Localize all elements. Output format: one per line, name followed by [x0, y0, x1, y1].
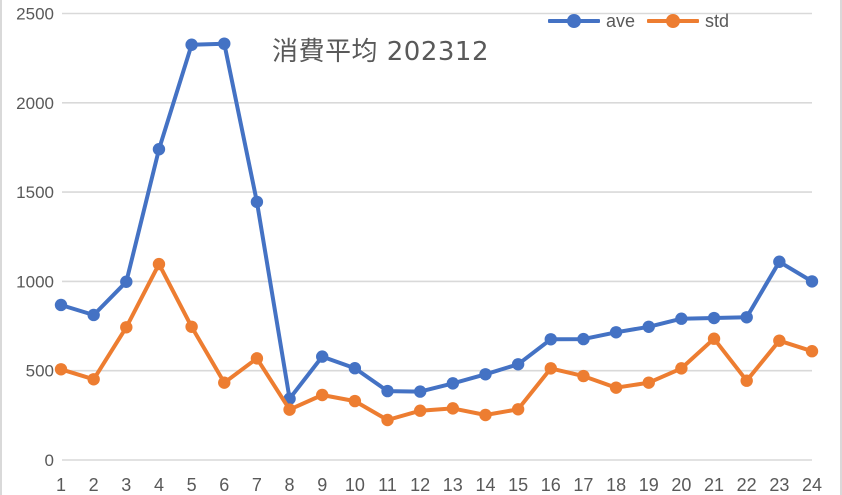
- x-tick-label: 13: [443, 475, 463, 495]
- series-line: [59, 262, 814, 422]
- x-tick-label: 7: [252, 475, 262, 495]
- data-point[interactable]: [740, 374, 753, 387]
- data-point[interactable]: [250, 352, 264, 365]
- gridlines: [62, 12, 812, 461]
- series-line: [59, 41, 814, 401]
- x-tick-label: 2: [89, 475, 99, 495]
- data-point[interactable]: [413, 404, 427, 417]
- data-point[interactable]: [805, 345, 819, 358]
- line-marker-icon: [647, 9, 700, 33]
- data-point[interactable]: [675, 362, 688, 375]
- x-tick-label: 1: [56, 475, 66, 495]
- data-point[interactable]: [218, 376, 231, 389]
- data-point[interactable]: [544, 362, 557, 375]
- x-tick-label: 24: [802, 475, 822, 495]
- data-point[interactable]: [577, 332, 590, 346]
- x-axis-labels: 1 2 3 4 5 6 7 8 9 10 11 12 13 14 15 16 17 18 19 20 21 22 23 24: [56, 475, 822, 495]
- data-point[interactable]: [707, 332, 721, 345]
- y-tick-label: 1000: [16, 272, 54, 291]
- legend-dot: [567, 14, 581, 28]
- x-tick-label: 21: [704, 475, 724, 495]
- x-tick-label: 20: [671, 475, 691, 495]
- series-ave[interactable]: [54, 37, 819, 405]
- data-point[interactable]: [642, 320, 655, 333]
- data-point[interactable]: [544, 333, 557, 346]
- data-point[interactable]: [218, 37, 231, 50]
- y-tick-label: 0: [45, 451, 54, 470]
- data-point[interactable]: [446, 377, 460, 390]
- y-tick-label: 500: [26, 362, 54, 381]
- x-tick-label: 10: [345, 475, 365, 495]
- data-point[interactable]: [511, 403, 525, 416]
- data-point[interactable]: [446, 402, 460, 415]
- data-point[interactable]: [250, 195, 264, 209]
- legend-item-std[interactable]: std: [647, 9, 729, 33]
- x-tick-label: 4: [154, 475, 164, 495]
- data-point[interactable]: [152, 143, 166, 156]
- x-tick-label: 3: [121, 475, 131, 495]
- x-tick-label: 19: [639, 475, 659, 495]
- data-point[interactable]: [511, 358, 525, 371]
- data-point[interactable]: [152, 257, 166, 271]
- x-tick-label: 17: [573, 475, 593, 495]
- data-point[interactable]: [805, 275, 819, 288]
- data-point[interactable]: [54, 363, 68, 376]
- legend: ave std: [548, 9, 741, 33]
- data-point[interactable]: [185, 320, 198, 333]
- data-point[interactable]: [120, 275, 133, 288]
- x-tick-label: 11: [378, 475, 397, 495]
- x-tick-label: 12: [410, 475, 430, 495]
- legend-label: std: [705, 11, 730, 31]
- data-point[interactable]: [381, 384, 394, 398]
- data-point[interactable]: [87, 308, 100, 322]
- data-point[interactable]: [609, 326, 623, 339]
- data-point[interactable]: [283, 403, 296, 416]
- data-point[interactable]: [577, 369, 590, 383]
- data-point[interactable]: [707, 311, 721, 325]
- data-point[interactable]: [740, 311, 753, 324]
- data-point[interactable]: [609, 381, 623, 394]
- data-point[interactable]: [675, 312, 688, 325]
- data-point[interactable]: [54, 298, 68, 312]
- x-tick-label: 16: [541, 475, 561, 495]
- data-point[interactable]: [316, 350, 329, 363]
- x-tick-label: 6: [219, 475, 229, 495]
- y-axis-labels: 0 500 1000 1500 2000 2500: [16, 5, 54, 471]
- x-tick-label: 18: [606, 475, 626, 495]
- line-marker-icon: [548, 9, 600, 33]
- y-tick-label: 2000: [16, 94, 54, 113]
- x-tick-label: 15: [508, 475, 528, 495]
- x-tick-label: 23: [769, 475, 789, 495]
- data-point[interactable]: [185, 38, 198, 51]
- y-tick-label: 1500: [16, 183, 54, 202]
- chart-title: 消費平均 202312: [272, 37, 490, 67]
- data-point[interactable]: [381, 413, 394, 427]
- data-point[interactable]: [348, 394, 362, 408]
- legend-dot: [666, 14, 681, 28]
- x-tick-label: 14: [475, 475, 495, 495]
- data-point[interactable]: [87, 373, 100, 386]
- data-point[interactable]: [773, 255, 786, 268]
- data-point[interactable]: [348, 361, 362, 375]
- legend-item-ave[interactable]: ave: [548, 9, 635, 33]
- data-point[interactable]: [316, 388, 329, 402]
- data-point[interactable]: [642, 376, 655, 389]
- data-point[interactable]: [479, 368, 492, 381]
- legend-label: ave: [606, 11, 636, 31]
- data-point[interactable]: [773, 334, 786, 347]
- y-tick-label: 2500: [16, 5, 54, 24]
- data-point[interactable]: [479, 408, 492, 422]
- series-std[interactable]: [54, 257, 819, 427]
- x-tick-label: 5: [187, 475, 197, 495]
- x-tick-label: 22: [737, 475, 757, 495]
- x-tick-label: 9: [317, 475, 327, 495]
- x-tick-label: 8: [285, 475, 295, 495]
- data-point[interactable]: [413, 385, 427, 398]
- data-point[interactable]: [120, 321, 133, 334]
- series-lines: [54, 37, 819, 427]
